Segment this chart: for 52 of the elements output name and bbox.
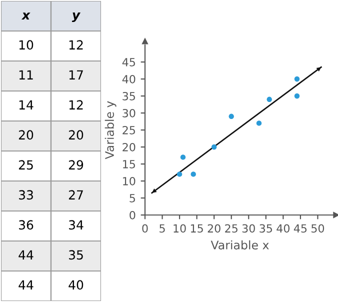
text: 14 <box>19 100 34 110</box>
x-tick-label: 50 <box>312 224 324 233</box>
text: 44 <box>18 250 34 260</box>
text: 25 <box>18 160 33 170</box>
x-tick-label: 30 <box>242 224 255 233</box>
text: x <box>21 12 30 20</box>
point <box>294 93 300 99</box>
x-tick-label: 10 <box>174 224 186 233</box>
x-tick-label: 25 <box>225 224 238 233</box>
y-tick-label: 40 <box>122 74 136 84</box>
x-tick-label: 35 <box>260 224 272 233</box>
point <box>180 154 186 160</box>
text: 11 <box>19 70 33 80</box>
point <box>228 114 234 119</box>
point <box>294 76 300 82</box>
text: 12 <box>69 40 83 50</box>
y-tick-label: 5 <box>130 194 135 202</box>
y-axis-title: Variable y <box>104 101 116 160</box>
text: 27 <box>68 190 83 200</box>
point <box>256 120 262 126</box>
x-tick-label: 40 <box>276 224 290 233</box>
x-tick-label: 0 <box>142 224 148 233</box>
y-tick-label: 25 <box>122 126 135 134</box>
y-tick-label: 15 <box>123 160 135 168</box>
point <box>176 172 182 177</box>
text: y <box>72 12 81 22</box>
y-tick-label: 10 <box>123 176 136 186</box>
text: 33 <box>19 190 33 200</box>
y-tick-label: 0 <box>130 210 136 220</box>
text: 35 <box>69 250 83 260</box>
text: 40 <box>68 280 84 290</box>
x-axis-title: Variable x <box>210 240 269 250</box>
text: 34 <box>69 220 84 230</box>
x-tick-label: 20 <box>208 224 220 233</box>
y-tick-label: 20 <box>122 142 136 152</box>
x-tick-label: 45 <box>294 224 307 233</box>
text: 36 <box>19 220 34 230</box>
x-tick-label: 15 <box>190 224 203 233</box>
point <box>211 144 217 150</box>
text: 17 <box>69 70 83 80</box>
text: 29 <box>68 160 84 170</box>
point <box>266 96 272 102</box>
text: 20 <box>18 130 34 140</box>
y-tick-label: 30 <box>122 108 136 118</box>
x-tick-label: 5 <box>160 224 165 233</box>
y-tick-label: 45 <box>122 58 135 66</box>
text: 10 <box>19 40 34 50</box>
point <box>190 172 196 177</box>
text: 20 <box>68 130 84 140</box>
text: 12 <box>69 100 83 110</box>
y-tick-label: 35 <box>122 92 135 100</box>
text: 44 <box>18 280 34 290</box>
